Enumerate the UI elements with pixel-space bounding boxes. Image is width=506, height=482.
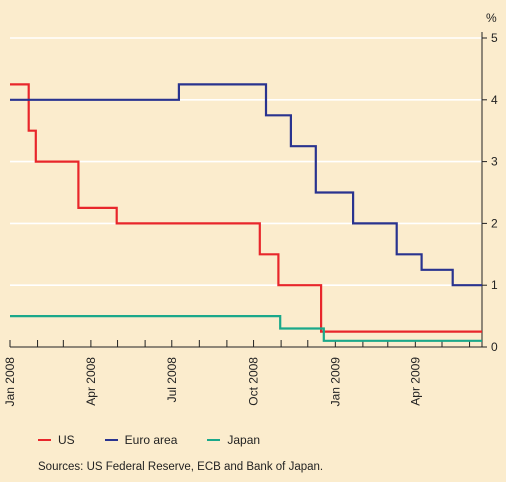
x-tick-label-apr-2008: Apr 2008	[84, 357, 98, 406]
legend-item-us: US	[38, 433, 75, 447]
series-line-japan	[10, 315, 482, 342]
legend-item-euro-area: Euro area	[104, 433, 178, 447]
legend-swatch-japan	[207, 439, 221, 441]
legend-swatch-us	[38, 439, 51, 441]
x-tick-label-jul-2008: Jul 2008	[165, 357, 179, 403]
x-tick-label-jan-2008: Jan 2008	[3, 357, 17, 407]
legend-item-japan: Japan	[207, 433, 260, 447]
y-tick-label-2: 2	[491, 216, 498, 230]
legend-swatch-euro-area	[104, 439, 118, 441]
legend-label-japan: Japan	[227, 433, 261, 447]
y-tick-label-1: 1	[491, 278, 498, 292]
legend: US Euro area Japan	[38, 433, 290, 447]
x-tick-label-apr-2009: Apr 2009	[408, 357, 422, 406]
y-axis-unit: %	[486, 11, 497, 25]
y-tick-label-5: 5	[491, 31, 498, 45]
legend-label-euro-area: Euro area	[124, 433, 178, 447]
series-line-us	[10, 83, 482, 333]
x-tick-label-jan-2009: Jan 2009	[328, 357, 342, 407]
series-line-euro-area	[10, 83, 482, 287]
y-tick-label-3: 3	[491, 155, 498, 169]
source-note: Sources: US Federal Reserve, ECB and Ban…	[38, 461, 324, 473]
x-tick-label-oct-2008: Oct 2008	[247, 357, 261, 406]
legend-label-us: US	[58, 433, 75, 447]
y-tick-label-0: 0	[491, 340, 498, 354]
y-tick-label-4: 4	[491, 93, 498, 107]
